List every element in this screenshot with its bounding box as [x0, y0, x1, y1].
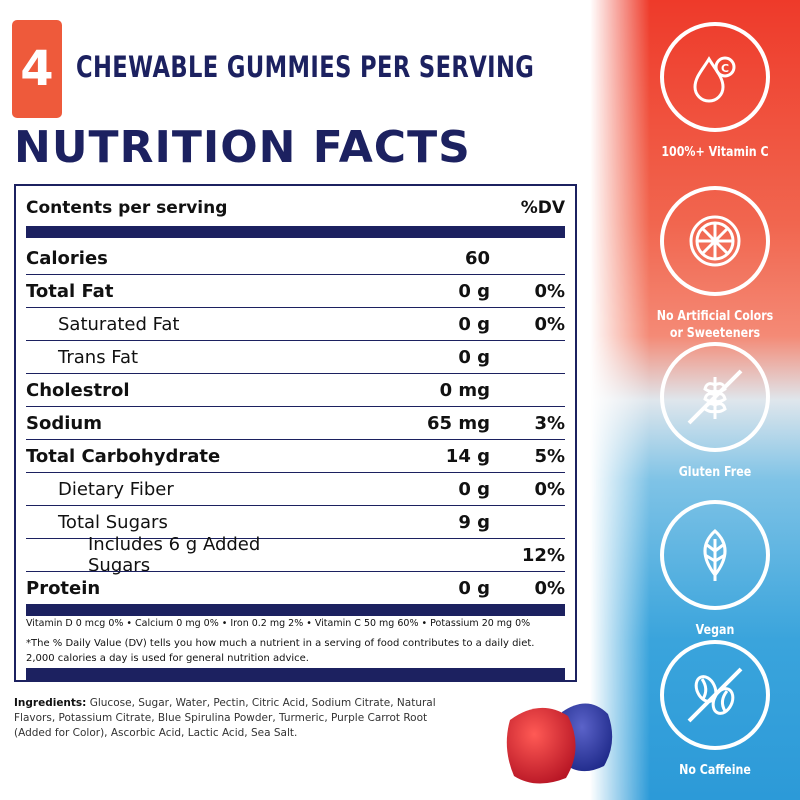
ingredients-list: Glucose, Sugar, Water, Pectin, Citric Ac…	[14, 697, 436, 739]
svg-text:C: C	[721, 62, 729, 75]
table-row: Cholestrol 0 mg	[26, 379, 490, 401]
serving-count-badge: 4	[12, 20, 62, 118]
nutrition-facts-table: Contents per serving %DV Calories 60 Tot…	[14, 184, 577, 682]
row-divider	[26, 274, 565, 275]
table-row: Dietary Fiber 0 g 0%	[58, 478, 565, 500]
citrus-slice-icon	[660, 186, 770, 296]
badge-gluten-free: Gluten Free	[640, 342, 790, 481]
contents-per-serving-label: Contents per serving	[26, 198, 228, 218]
serving-title: CHEWABLE GUMMIES PER SERVING	[76, 50, 535, 84]
table-row: Saturated Fat 0 g 0%	[58, 313, 565, 335]
row-divider	[26, 538, 565, 539]
table-row: Trans Fat 0 g	[58, 346, 490, 368]
no-wheat-icon	[660, 342, 770, 452]
table-row: Total Sugars 9 g	[58, 511, 490, 533]
table-row: Includes 6 g Added Sugars 12%	[88, 534, 565, 576]
vitamin-c-drop-icon: C	[660, 22, 770, 132]
row-divider	[26, 505, 565, 506]
thick-divider	[26, 226, 565, 238]
bottom-divider	[26, 668, 565, 680]
vitamins-line: Vitamin D 0 mcg 0% • Calcium 0 mg 0% • I…	[26, 618, 531, 629]
table-row: Sodium 65 mg 3%	[26, 412, 565, 434]
badge-vitamin-c: C 100%+ Vitamin C	[640, 22, 790, 161]
row-divider	[26, 439, 565, 440]
thick-divider	[26, 604, 565, 616]
row-divider	[26, 571, 565, 572]
badge-vegan: Vegan	[640, 500, 790, 639]
ingredients-label: Ingredients:	[14, 697, 87, 709]
page-title: NUTRITION FACTS	[14, 122, 471, 173]
row-divider	[26, 340, 565, 341]
row-divider	[26, 307, 565, 308]
table-row: Calories 60	[26, 247, 490, 269]
badge-no-artificial: No Artificial Colors or Sweeteners	[640, 186, 790, 342]
badge-no-caffeine: No Caffeine	[640, 640, 790, 779]
row-divider	[26, 373, 565, 374]
row-divider	[26, 406, 565, 407]
table-row: Total Fat 0 g 0%	[26, 280, 565, 302]
table-row: Protein 0 g 0%	[26, 577, 565, 599]
leaf-icon	[660, 500, 770, 610]
no-coffee-bean-icon	[660, 640, 770, 750]
dv-header: %DV	[520, 198, 565, 218]
gummies-image	[506, 703, 613, 784]
table-row: Total Carbohydrate 14 g 5%	[26, 445, 565, 467]
table-header-row: Contents per serving %DV	[26, 192, 565, 224]
ingredients-text: Ingredients: Glucose, Sugar, Water, Pect…	[14, 696, 454, 741]
dv-footnote: *The % Daily Value (DV) tells you how mu…	[26, 638, 535, 664]
row-divider	[26, 472, 565, 473]
